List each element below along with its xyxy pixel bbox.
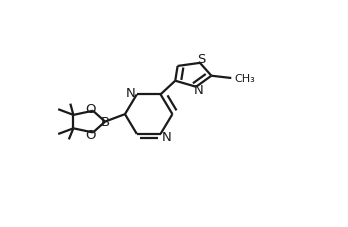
Text: O: O [85,128,96,141]
Text: B: B [101,116,110,128]
Text: CH₃: CH₃ [234,74,255,84]
Text: N: N [161,130,171,143]
Text: S: S [197,53,206,66]
Text: O: O [85,103,96,116]
Text: N: N [126,86,136,99]
Text: N: N [194,84,204,97]
